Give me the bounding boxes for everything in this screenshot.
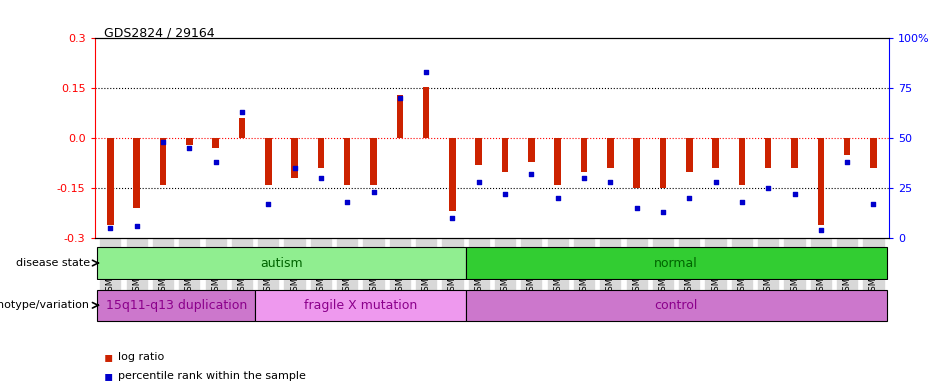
Point <box>708 179 723 185</box>
Point <box>445 215 460 221</box>
Text: disease state: disease state <box>16 258 90 268</box>
Bar <box>133 138 140 208</box>
Point <box>498 191 513 197</box>
Bar <box>765 138 772 168</box>
Bar <box>634 138 639 188</box>
Bar <box>659 138 666 188</box>
Text: 15q11-q13 duplication: 15q11-q13 duplication <box>106 299 247 312</box>
Bar <box>318 138 324 168</box>
Text: fragile X mutation: fragile X mutation <box>304 299 417 312</box>
Text: genotype/variation: genotype/variation <box>0 300 90 310</box>
Point <box>287 165 302 171</box>
Bar <box>528 138 534 162</box>
Bar <box>370 138 377 185</box>
Point <box>103 225 118 231</box>
Bar <box>465 248 886 279</box>
Point <box>130 223 145 229</box>
Point <box>366 189 381 195</box>
Bar <box>291 138 298 178</box>
Bar <box>739 138 745 185</box>
Bar <box>107 138 114 225</box>
Point <box>576 175 591 181</box>
Text: log ratio: log ratio <box>118 352 165 362</box>
Point <box>524 171 539 177</box>
Point <box>393 95 408 101</box>
Point <box>734 199 749 205</box>
Point <box>761 185 776 191</box>
Bar <box>423 87 429 138</box>
Text: GDS2824 / 29164: GDS2824 / 29164 <box>104 27 215 40</box>
Point <box>551 195 566 201</box>
Text: ▪: ▪ <box>104 350 114 364</box>
Point <box>603 179 618 185</box>
Point <box>313 175 328 181</box>
Bar <box>265 138 272 185</box>
Point <box>155 139 170 145</box>
Bar <box>607 138 614 168</box>
Text: autism: autism <box>260 257 303 270</box>
Bar <box>712 138 719 168</box>
Bar <box>97 248 465 279</box>
Bar <box>791 138 797 168</box>
Point <box>418 69 433 75</box>
Point <box>235 109 250 115</box>
Point <box>814 227 829 233</box>
Point <box>208 159 223 165</box>
Point <box>182 145 197 151</box>
Point <box>471 179 486 185</box>
Text: percentile rank within the sample: percentile rank within the sample <box>118 371 307 381</box>
Bar <box>97 290 255 321</box>
Bar <box>686 138 692 172</box>
Bar <box>870 138 877 168</box>
Point <box>866 201 881 207</box>
Bar <box>186 138 193 145</box>
Point <box>787 191 802 197</box>
Point <box>682 195 697 201</box>
Text: ▪: ▪ <box>104 369 114 383</box>
Point <box>656 209 671 215</box>
Bar <box>844 138 850 155</box>
Point <box>839 159 854 165</box>
Point <box>340 199 355 205</box>
Point <box>261 201 276 207</box>
Text: control: control <box>655 299 698 312</box>
Bar <box>255 290 465 321</box>
Bar <box>501 138 508 172</box>
Bar <box>160 138 166 185</box>
Bar <box>476 138 482 165</box>
Bar <box>449 138 456 212</box>
Bar <box>396 95 403 138</box>
Bar <box>581 138 587 172</box>
Bar <box>817 138 824 225</box>
Bar <box>238 118 245 138</box>
Bar <box>554 138 561 185</box>
Bar <box>212 138 219 148</box>
Text: normal: normal <box>655 257 698 270</box>
Point <box>629 205 644 211</box>
Bar <box>465 290 886 321</box>
Bar <box>344 138 350 185</box>
